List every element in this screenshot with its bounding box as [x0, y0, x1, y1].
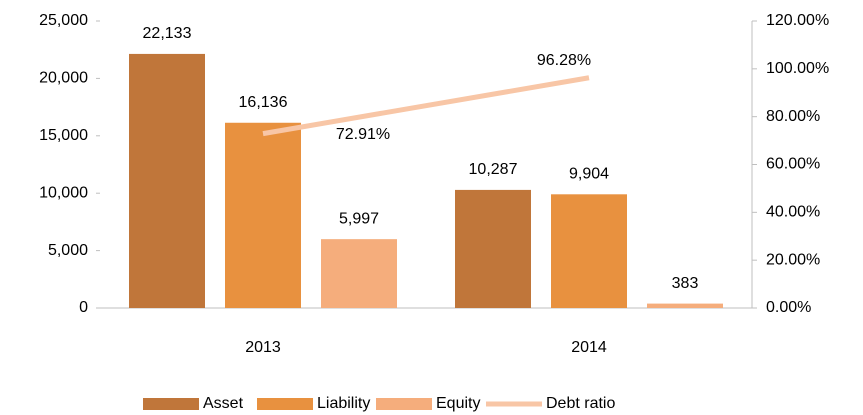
x-tick-label: 2014 [571, 339, 607, 356]
y-tick-label: 0 [79, 299, 88, 316]
legend-label: Liability [317, 395, 370, 412]
data-label: 5,997 [339, 210, 379, 227]
bar [129, 53, 205, 308]
data-label: 9,904 [569, 166, 609, 183]
legend-swatch [143, 398, 199, 410]
legend-label: Asset [203, 395, 244, 412]
data-label: 96.28% [537, 52, 591, 69]
data-label: 10,287 [469, 161, 518, 178]
data-label: 16,136 [239, 94, 288, 111]
y2-tick-label: 20.00% [766, 251, 820, 268]
legend-label: Equity [436, 395, 480, 412]
y2-tick-label: 120.00% [766, 12, 829, 29]
legend-swatch [376, 398, 432, 410]
legend-swatch [257, 398, 313, 410]
line [262, 75, 590, 137]
data-label: 72.91% [336, 126, 390, 143]
bar [551, 194, 627, 308]
y2-tick-label: 60.00% [766, 156, 820, 173]
y-tick-label: 5,000 [48, 242, 88, 259]
data-label: 22,133 [143, 25, 192, 42]
y-tick-label: 25,000 [39, 12, 88, 29]
y2-tick-label: 40.00% [766, 204, 820, 221]
y-tick-label: 20,000 [39, 70, 88, 87]
y-tick-label: 10,000 [39, 184, 88, 201]
bar [225, 122, 301, 308]
y2-tick-label: 80.00% [766, 108, 820, 125]
y2-tick-label: 100.00% [766, 60, 829, 77]
bar [455, 189, 531, 308]
x-tick-label: 2013 [245, 339, 281, 356]
data-label: 383 [672, 275, 699, 292]
bar [647, 303, 723, 308]
y-tick-label: 15,000 [39, 127, 88, 144]
bar [321, 239, 397, 308]
y2-tick-label: 0.00% [766, 299, 811, 316]
legend-label: Debt ratio [546, 395, 615, 412]
